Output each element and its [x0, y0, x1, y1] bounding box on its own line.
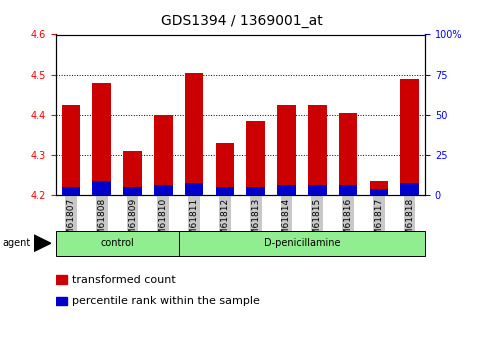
Bar — [246, 121, 265, 195]
Bar — [123, 187, 142, 195]
FancyBboxPatch shape — [56, 231, 179, 256]
Bar — [123, 151, 142, 195]
Bar — [215, 143, 234, 195]
Bar — [215, 187, 234, 195]
FancyBboxPatch shape — [179, 231, 425, 256]
Bar — [185, 72, 203, 195]
Bar — [154, 115, 172, 195]
Bar — [185, 183, 203, 195]
Bar — [92, 181, 111, 195]
Text: GDS1394 / 1369001_at: GDS1394 / 1369001_at — [161, 14, 322, 28]
Bar — [369, 189, 388, 195]
Bar — [369, 181, 388, 195]
Polygon shape — [34, 235, 51, 252]
Text: percentile rank within the sample: percentile rank within the sample — [72, 296, 260, 306]
Bar — [339, 185, 357, 195]
Bar — [308, 105, 327, 195]
Bar — [246, 187, 265, 195]
Bar — [62, 105, 80, 195]
Text: transformed count: transformed count — [72, 275, 176, 285]
Text: D-penicillamine: D-penicillamine — [264, 238, 340, 248]
Bar — [308, 185, 327, 195]
Bar — [56, 297, 67, 305]
Bar — [92, 82, 111, 195]
Bar — [400, 183, 419, 195]
Bar — [56, 275, 67, 284]
Bar — [400, 79, 419, 195]
Bar — [154, 185, 172, 195]
Bar — [277, 185, 296, 195]
Bar — [277, 105, 296, 195]
Text: control: control — [100, 238, 134, 248]
Bar — [62, 187, 80, 195]
Text: agent: agent — [2, 238, 30, 248]
Bar — [339, 113, 357, 195]
